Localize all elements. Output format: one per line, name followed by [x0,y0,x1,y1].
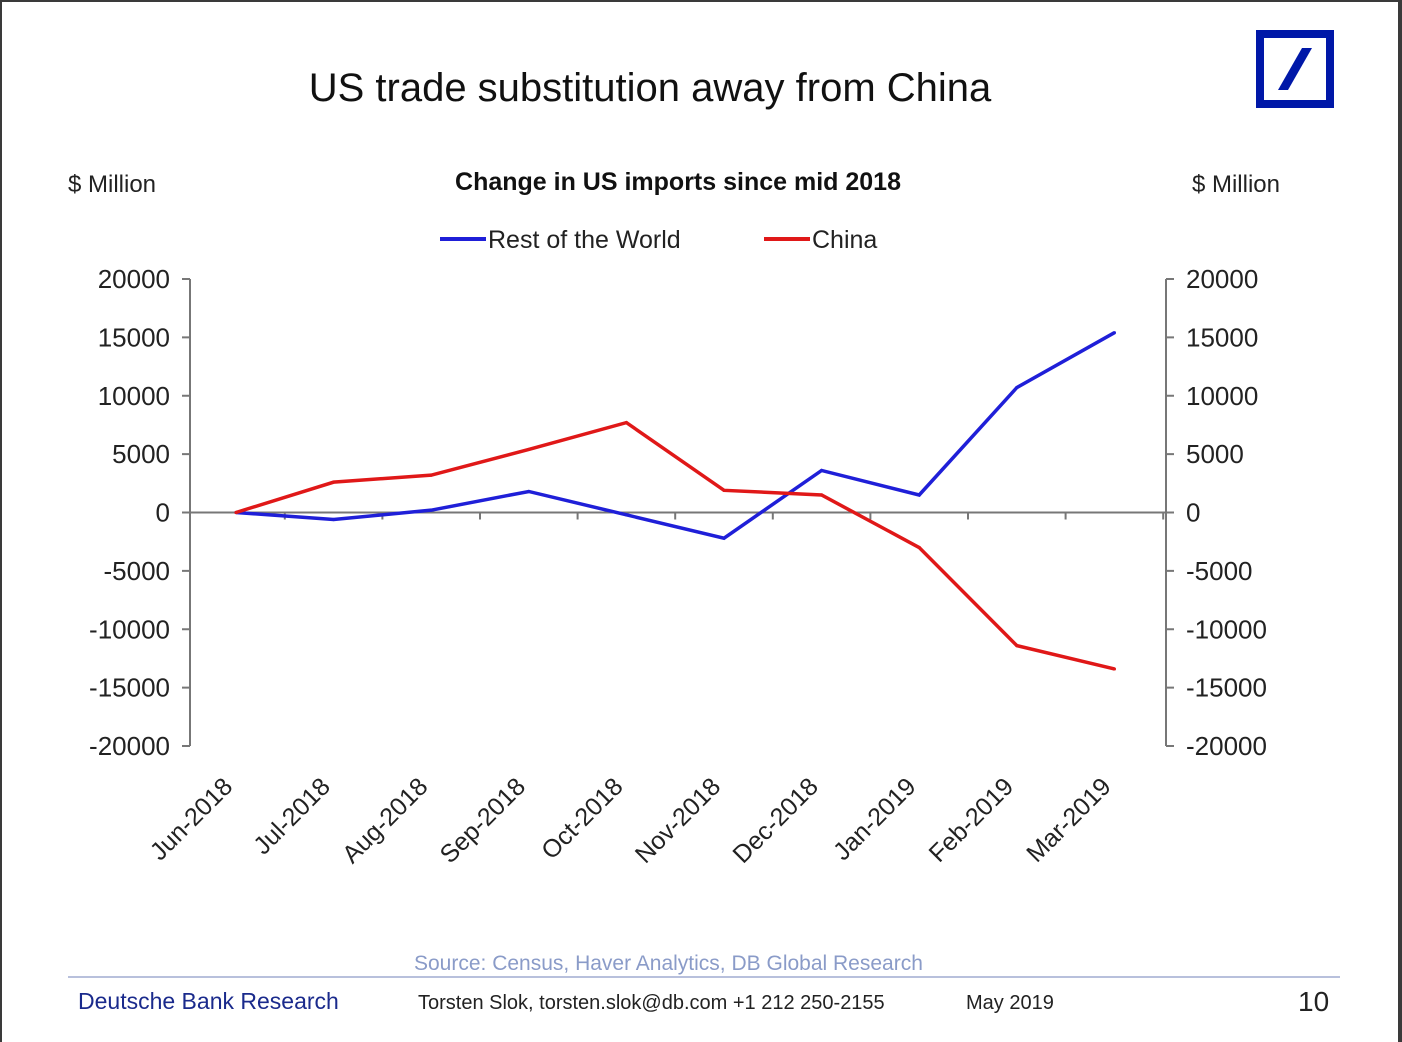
data-point [624,421,629,425]
footer-date: May 2019 [966,992,1054,1014]
x-tick-label: Feb-2019 [924,772,1019,867]
data-point [820,493,824,497]
y-tick-label-right: -20000 [1186,731,1267,761]
legend-label: China [812,226,877,254]
source-note: Source: Census, Haver Analytics, DB Glob… [414,952,923,975]
y-tick-label-left: 20000 [98,264,170,294]
data-point [332,480,336,484]
y-tick-label-right: 20000 [1186,264,1258,294]
y-axis-label-left: $ Million [68,171,156,198]
data-point [820,468,824,473]
y-tick-label-left: 10000 [98,381,170,411]
y-tick-label-right: 15000 [1186,322,1258,352]
deutsche-bank-logo-icon [1256,30,1334,108]
slide-title: US trade substitution away from China [308,66,992,110]
data-point [917,493,921,497]
data-point [722,488,726,492]
data-point [1112,331,1116,335]
y-tick-label-left: 0 [156,498,170,528]
x-tick-label: Aug-2018 [337,772,433,868]
data-point [527,447,531,452]
chart-title: Change in US imports since mid 2018 [455,168,901,196]
y-tick-label-right: -10000 [1186,614,1267,644]
data-point [429,508,433,512]
x-tick-label: Oct-2018 [536,772,629,865]
legend-label: Rest of the World [488,226,681,254]
line-chart: $ Million $ Million Change in US imports s… [68,168,1280,869]
page-number: 10 [1298,986,1330,1017]
footer-brand: Deutsche Bank Research [78,988,339,1014]
y-tick-label-left: -10000 [89,614,170,644]
y-tick-label-right: -5000 [1186,556,1253,586]
x-tick-label: Jun-2018 [145,772,239,866]
y-tick-label-left: -5000 [104,556,171,586]
data-point [1015,643,1019,648]
x-tick-label: Dec-2018 [727,772,823,868]
x-tick-label: Jul-2018 [248,772,336,860]
data-point [722,536,726,540]
y-tick-label-right: 0 [1186,498,1200,528]
y-tick-label-left: -15000 [89,673,170,703]
x-tick-label: Nov-2018 [630,772,726,868]
y-tick-label-right: -15000 [1186,673,1267,703]
data-point [624,513,629,517]
y-tick-label-right: 5000 [1186,439,1244,469]
x-tick-label: Mar-2019 [1021,772,1116,867]
data-point [917,545,921,550]
footer-divider [68,976,1340,978]
data-point [234,510,238,515]
series-line [235,331,1116,541]
y-tick-label-right: 10000 [1186,381,1258,411]
data-point [1015,385,1019,390]
y-tick-label-left: -20000 [89,731,170,761]
y-tick-label-left: 15000 [98,322,170,352]
x-tick-label: Sep-2018 [435,772,531,868]
data-point [332,517,336,522]
footer-author: Torsten Slok, torsten.slok@db.com +1 212… [418,992,885,1014]
y-tick-label-left: 5000 [112,439,170,469]
series-line [235,420,1115,671]
y-axis-label-right: $ Million [1192,171,1280,198]
data-point [527,489,531,494]
data-point [429,473,433,477]
data-point [1112,667,1116,671]
x-tick-label: Jan-2019 [828,772,922,866]
